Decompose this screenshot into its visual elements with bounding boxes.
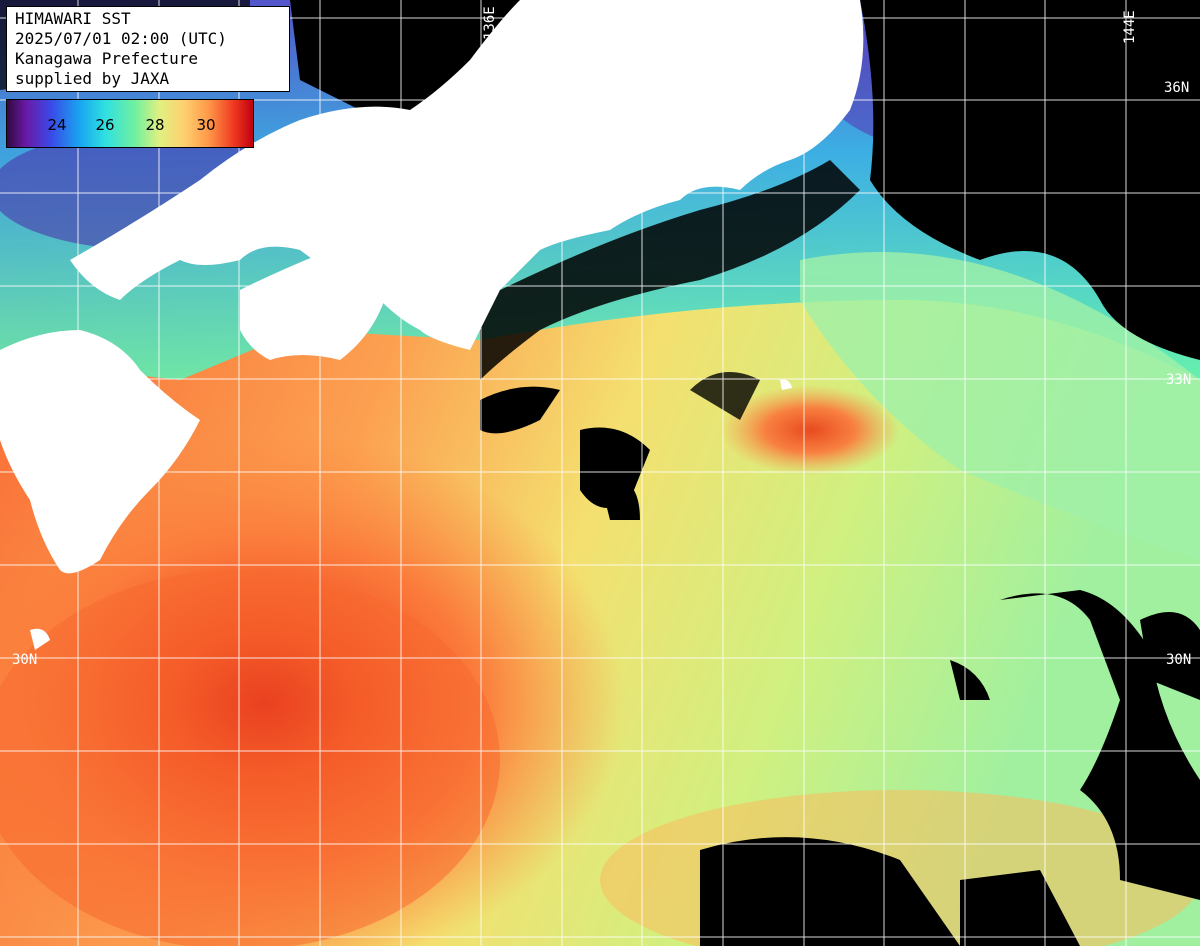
legend-label-24: 24	[47, 116, 67, 134]
lat-label-30n-left: 30N	[12, 652, 38, 668]
land-japan	[0, 0, 864, 650]
lon-label-136e: 136E	[482, 6, 498, 40]
lat-label-33n: 33N	[1166, 372, 1192, 388]
legend-label-30: 30	[196, 116, 216, 134]
title-line: HIMAWARI SST	[15, 9, 131, 28]
lat-label-36n: 36N	[1164, 80, 1190, 96]
lon-label-144e: 144E	[1122, 10, 1138, 44]
legend-label-26: 26	[95, 116, 115, 134]
warm-patch-south	[0, 570, 500, 946]
legend-label-28: 28	[145, 116, 165, 134]
warm-eddy	[720, 385, 900, 475]
lat-label-30n-right: 30N	[1166, 652, 1192, 668]
cool-water-east	[800, 252, 1200, 560]
info-box: HIMAWARI SST 2025/07/01 02:00 (UTC) Kana…	[6, 6, 290, 92]
region-line: Kanagawa Prefecture	[15, 49, 199, 68]
timestamp-line: 2025/07/01 02:00 (UTC)	[15, 29, 227, 48]
credit-line: supplied by JAXA	[15, 69, 170, 88]
legend-colorbar	[7, 100, 253, 147]
color-legend: 24 26 28 30	[6, 99, 254, 148]
